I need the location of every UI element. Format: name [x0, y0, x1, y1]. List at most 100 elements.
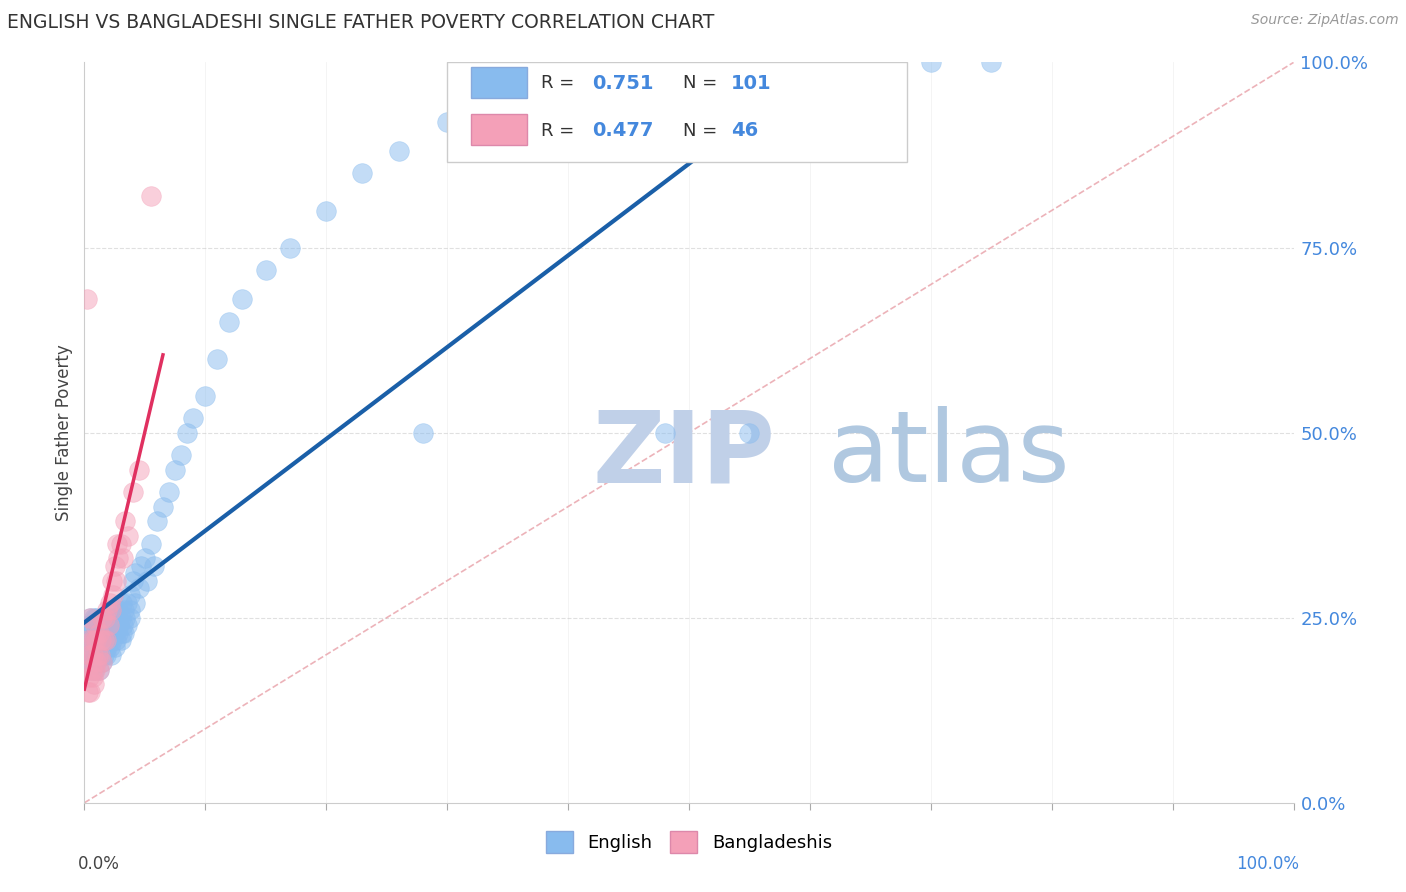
Point: [83, 632, 105, 647]
Point: [90, 625, 112, 640]
Point: [738, 425, 761, 440]
Point: [80, 632, 103, 647]
Point: [94, 632, 117, 647]
Point: [87, 663, 110, 677]
Point: [104, 640, 127, 655]
Point: [77, 618, 100, 632]
Point: [165, 462, 187, 476]
Point: [128, 462, 150, 476]
Point: [84, 663, 107, 677]
Text: 0.477: 0.477: [592, 121, 654, 140]
Point: [654, 425, 676, 440]
Point: [86, 632, 108, 647]
Point: [96, 625, 118, 640]
Point: [412, 425, 434, 440]
Point: [77, 685, 100, 699]
Point: [103, 625, 125, 640]
Point: [218, 314, 240, 328]
Point: [146, 515, 169, 529]
Point: [104, 625, 127, 640]
Point: [117, 529, 139, 543]
Point: [128, 581, 150, 595]
Point: [107, 551, 129, 566]
Point: [97, 618, 120, 632]
Point: [121, 484, 143, 499]
Text: 100.0%: 100.0%: [1236, 855, 1299, 872]
Point: [278, 240, 301, 255]
Point: [91, 655, 114, 669]
Text: 46: 46: [731, 121, 758, 140]
Text: ZIP: ZIP: [592, 407, 775, 503]
Point: [82, 648, 104, 662]
Point: [152, 500, 174, 514]
Point: [79, 685, 101, 699]
Point: [93, 632, 115, 647]
Point: [920, 55, 942, 70]
Point: [496, 92, 519, 106]
Point: [82, 618, 104, 632]
Point: [82, 632, 104, 647]
Point: [89, 648, 111, 662]
Point: [77, 632, 100, 647]
Point: [83, 610, 105, 624]
Y-axis label: Single Father Poverty: Single Father Poverty: [55, 344, 73, 521]
Point: [157, 484, 180, 499]
Point: [80, 655, 103, 669]
Point: [100, 625, 122, 640]
Point: [108, 618, 131, 632]
Text: R =: R =: [541, 121, 581, 139]
Point: [143, 558, 166, 573]
Point: [136, 574, 159, 588]
Point: [115, 618, 138, 632]
Point: [83, 632, 105, 647]
Legend: English, Bangladeshis: English, Bangladeshis: [538, 824, 839, 861]
Point: [181, 410, 204, 425]
Point: [103, 589, 125, 603]
Point: [86, 648, 108, 662]
Point: [76, 293, 98, 307]
Point: [105, 618, 128, 632]
Point: [170, 448, 193, 462]
Point: [96, 640, 118, 655]
Point: [176, 425, 198, 440]
Point: [94, 632, 117, 647]
Point: [90, 632, 112, 647]
Point: [87, 663, 110, 677]
Point: [980, 55, 1002, 70]
Point: [91, 610, 114, 624]
Point: [83, 663, 105, 677]
Point: [139, 536, 162, 550]
Point: [124, 596, 146, 610]
Point: [90, 640, 112, 655]
Point: [94, 618, 117, 632]
Point: [86, 625, 108, 640]
Point: [98, 610, 121, 624]
Point: [93, 648, 115, 662]
Point: [104, 603, 127, 617]
Point: [94, 610, 117, 624]
Point: [104, 632, 127, 647]
Point: [94, 648, 117, 662]
Point: [77, 648, 100, 662]
FancyBboxPatch shape: [447, 62, 907, 162]
Point: [76, 663, 98, 677]
Point: [79, 610, 101, 624]
Point: [388, 145, 411, 159]
Point: [114, 610, 136, 624]
Point: [101, 632, 124, 647]
Point: [76, 632, 98, 647]
Point: [111, 596, 134, 610]
Point: [83, 677, 105, 691]
Point: [112, 618, 135, 632]
Text: N =: N =: [683, 121, 723, 139]
Point: [112, 625, 135, 640]
Point: [115, 596, 138, 610]
Point: [93, 625, 115, 640]
Point: [79, 648, 101, 662]
Text: N =: N =: [683, 74, 723, 92]
Point: [80, 663, 103, 677]
Point: [112, 603, 135, 617]
Point: [84, 625, 107, 640]
Point: [110, 536, 132, 550]
Point: [84, 648, 107, 662]
